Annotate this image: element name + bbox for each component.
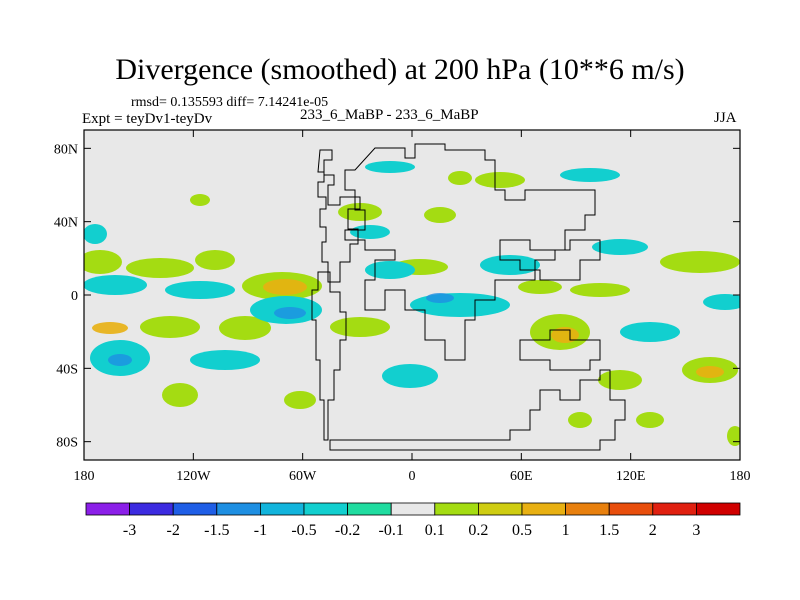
field-blob [338,203,382,221]
field-blob [84,275,147,295]
field-blob [330,317,390,337]
colorbar: -3 -2 -1.5 -1 -0.5 -0.2 -0.1 0.1 0.2 0.5 1 1.5 2 3 [85,502,741,539]
americas-outline [317,149,361,283]
divergence-field [84,161,740,446]
colorbar-label: 0.2 [468,522,488,539]
colorbar-label: -0.5 [291,522,316,539]
plot-title: Divergence (smoothed) at 200 hPa (10**6 … [115,53,685,86]
colorbar-swatch [696,502,741,516]
y-axis: 80N 40N 0 40S 80S [54,142,740,451]
field-blob [126,258,194,278]
x-tick-label: 60W [289,469,317,484]
field-blob [696,366,724,378]
field-blob [382,364,438,388]
colorbar-swatch [390,502,436,516]
case-label: 233_6_MaBP - 233_6_MaBP [300,107,479,123]
stats-label: rmsd= 0.135593 diff= 7.14241e-05 [131,95,329,110]
field-blob [84,250,122,274]
colorbar-label: 3 [692,522,700,539]
colorbar-swatch [652,502,697,516]
field-blob [365,261,415,279]
field-blob [598,370,642,390]
x-tick-label: 60E [510,469,533,484]
eurasia-africa-outline [344,143,596,361]
colorbar-swatch [477,502,523,516]
field-blob [480,255,540,275]
field-blob [84,224,107,244]
colorbar-label: 1.5 [599,522,619,539]
colorbar-swatch [129,502,174,516]
antarctica-outline [329,369,626,451]
field-blob [108,354,132,366]
y-tick-label: 0 [71,289,78,304]
y-tick-label: 80S [56,436,78,451]
colorbar-swatch [521,502,566,516]
x-axis: 180 120W 60W 0 60E 120E 180 [74,130,751,484]
colorbar-swatch [259,502,305,516]
field-blob [350,225,390,239]
field-blob [219,316,271,340]
field-blob [190,350,260,370]
colorbar-label: 0.5 [512,522,532,539]
colorbar-label: -3 [123,522,136,539]
field-blob [620,322,680,342]
field-blob [274,307,306,319]
colorbar-label: 1 [562,522,570,539]
field-blob [727,426,740,446]
field-blob [518,280,562,294]
colorbar-swatch [303,502,348,516]
coastlines [311,143,626,451]
field-blob [448,171,472,185]
colorbar-label: -0.1 [379,522,404,539]
colorbar-swatch [172,502,218,516]
field-blob [560,168,620,182]
colorbar-label: -2 [167,522,180,539]
field-blob [365,161,415,173]
season-label: JJA [714,110,737,126]
x-tick-label: 120E [616,469,646,484]
field-blob [568,412,592,428]
field-blob [165,281,235,299]
y-tick-label: 80N [54,142,78,157]
colorbar-label: -1.5 [204,522,229,539]
field-blob [140,316,200,338]
colorbar-swatch [85,502,130,516]
colorbar-swatch [434,502,479,516]
colorbar-swatch [347,502,392,516]
colorbar-swatch [565,502,610,516]
y-tick-label: 40S [56,362,78,377]
colorbar-swatch [608,502,654,516]
field-blob [92,322,128,334]
field-blob [660,251,740,273]
field-blob [195,250,235,270]
x-tick-label: 180 [74,469,95,484]
colorbar-label: 2 [649,522,657,539]
field-blob [636,412,664,428]
x-tick-label: 180 [730,469,751,484]
y-tick-label: 40N [54,216,78,231]
field-blob [592,239,648,255]
field-blob [162,383,198,407]
field-blob [475,172,525,188]
field-blob [570,283,630,297]
australia-outline [519,329,601,371]
experiment-label: Expt = teyDv1-teyDv [82,111,213,127]
x-tick-label: 0 [409,469,416,484]
field-blob [284,391,316,409]
colorbar-swatch [216,502,261,516]
field-blob [263,279,307,295]
colorbar-label: -1 [254,522,267,539]
field-blob [703,294,740,310]
field-blob [190,194,210,206]
x-tick-label: 120W [176,469,211,484]
colorbar-label: -0.2 [335,522,360,539]
asia-pacific-outline [499,239,601,281]
field-blob [551,327,579,343]
field-blob [426,293,454,303]
colorbar-label: 0.1 [425,522,445,539]
south-america-outline [311,271,347,441]
field-blob [424,207,456,223]
